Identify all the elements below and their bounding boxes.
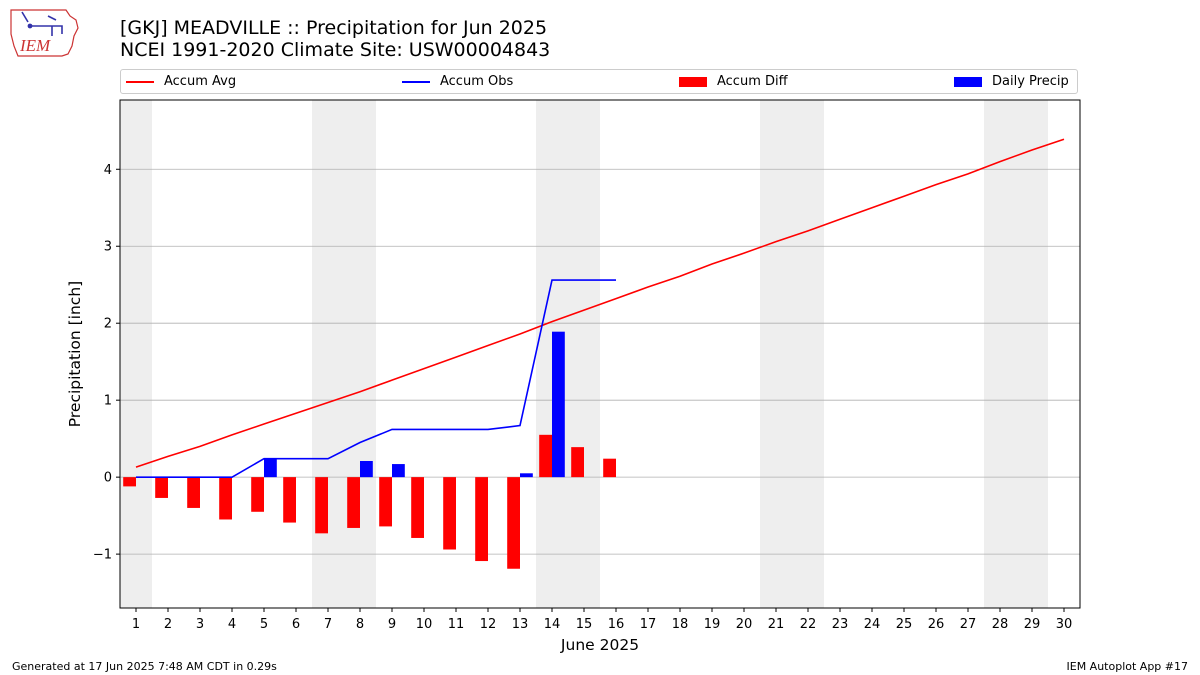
daily-precip-bar [392,464,405,478]
x-tick-label: 28 [992,617,1009,632]
x-tick-label: 5 [260,617,268,632]
iem-logo: IEM [10,9,79,57]
legend-item-accum-diff: Accum Diff [679,70,788,93]
accum-diff-bar [315,477,328,534]
x-tick-label: 25 [896,617,913,632]
weekend-shade [760,100,792,608]
legend-item-daily-precip: Daily Precip [954,70,1069,93]
y-tick-label: −1 [93,548,112,563]
accum-diff-bar [155,477,168,498]
legend-line-swatch [126,80,154,83]
accum-diff-bar [443,477,456,550]
accum-diff-bar [539,434,552,478]
x-tick-label: 13 [512,617,529,632]
chart-legend: Accum Avg Accum Obs Accum Diff Daily Pre… [120,69,1078,94]
accum-avg-line [135,138,1065,468]
x-tick-label: 4 [228,617,236,632]
x-tick-label: 22 [800,617,817,632]
weekend-shade [1016,100,1048,608]
legend-label: Accum Obs [440,74,514,89]
y-axis-label: Precipitation [inch] [66,281,84,427]
accum-diff-bar [571,447,584,478]
x-tick-label: 10 [416,617,433,632]
weekend-shade [568,100,600,608]
x-tick-label: 23 [832,617,849,632]
x-tick-label: 30 [1056,617,1073,632]
accum-diff-bar [187,477,200,508]
weekend-shading [120,100,1048,608]
accum-diff-bar [283,477,296,523]
y-tick-label: 1 [104,394,112,409]
x-tick-label: 19 [704,617,721,632]
x-axis-label: June 2025 [560,636,639,654]
legend-patch-swatch [679,76,707,87]
x-tick-label: 26 [928,617,945,632]
accum-diff-bar [347,477,360,528]
daily-precip-bar [552,331,565,478]
legend-label: Accum Avg [164,74,237,89]
daily-precip-bar [360,460,373,478]
y-tick-label: 3 [104,240,112,255]
logo-text: IEM [19,36,51,55]
accum-diff-bar [219,477,232,520]
x-tick-label: 16 [608,617,625,632]
app-credit: IEM Autoplot App #17 [1066,660,1189,673]
x-tick-label: 21 [768,617,785,632]
legend-line-swatch [402,80,430,83]
accum-diff-bar [251,477,264,512]
weekend-shade [984,100,1016,608]
accum-diff-bar [475,477,488,562]
x-tick-label: 24 [864,617,881,632]
x-tick-label: 14 [544,617,561,632]
x-tick-label: 3 [196,617,204,632]
y-tick-label: 0 [104,471,112,486]
x-tick-label: 15 [576,617,593,632]
daily-precip-bar [520,473,533,478]
iowa-outline-icon [10,9,79,57]
chart-subtitle: NCEI 1991-2020 Climate Site: USW00004843 [120,39,551,61]
y-tick-label: 4 [104,163,112,178]
daily-precip-bar [264,458,277,478]
x-tick-label: 8 [356,617,364,632]
x-tick-label: 27 [960,617,977,632]
weekend-shade [120,100,152,608]
accum-diff-bar [379,477,392,527]
x-tick-label: 2 [164,617,172,632]
weekend-shade [344,100,376,608]
legend-patch-swatch [954,76,982,87]
generated-timestamp: Generated at 17 Jun 2025 7:48 AM CDT in … [12,660,277,673]
x-tick-label: 29 [1024,617,1041,632]
legend-label: Daily Precip [992,74,1069,89]
weather-symbols-icon [21,11,63,36]
accum-diff-bar [123,477,136,487]
station-dot-icon [27,23,33,29]
x-tick-label: 6 [292,617,300,632]
accum-diff-bar [411,477,424,538]
chart-title: [GKJ] MEADVILLE :: Precipitation for Jun… [120,17,548,39]
x-tick-label: 9 [388,617,396,632]
y-tick-label: 2 [104,317,112,332]
x-tick-label: 20 [736,617,753,632]
x-tick-label: 11 [448,617,465,632]
accum-diff-bar [507,477,520,569]
legend-item-accum-avg: Accum Avg [126,70,236,93]
accum-diff-bar [603,458,616,478]
x-tick-label: 7 [324,617,332,632]
weekend-shade [792,100,824,608]
legend-label: Accum Diff [717,74,788,89]
x-tick-label: 12 [480,617,497,632]
x-tick-label: 17 [640,617,657,632]
accum-obs-line [136,279,616,478]
legend-item-accum-obs: Accum Obs [402,70,513,93]
x-tick-label: 18 [672,617,689,632]
x-tick-label: 1 [132,617,140,632]
plot-frame [119,99,1081,609]
